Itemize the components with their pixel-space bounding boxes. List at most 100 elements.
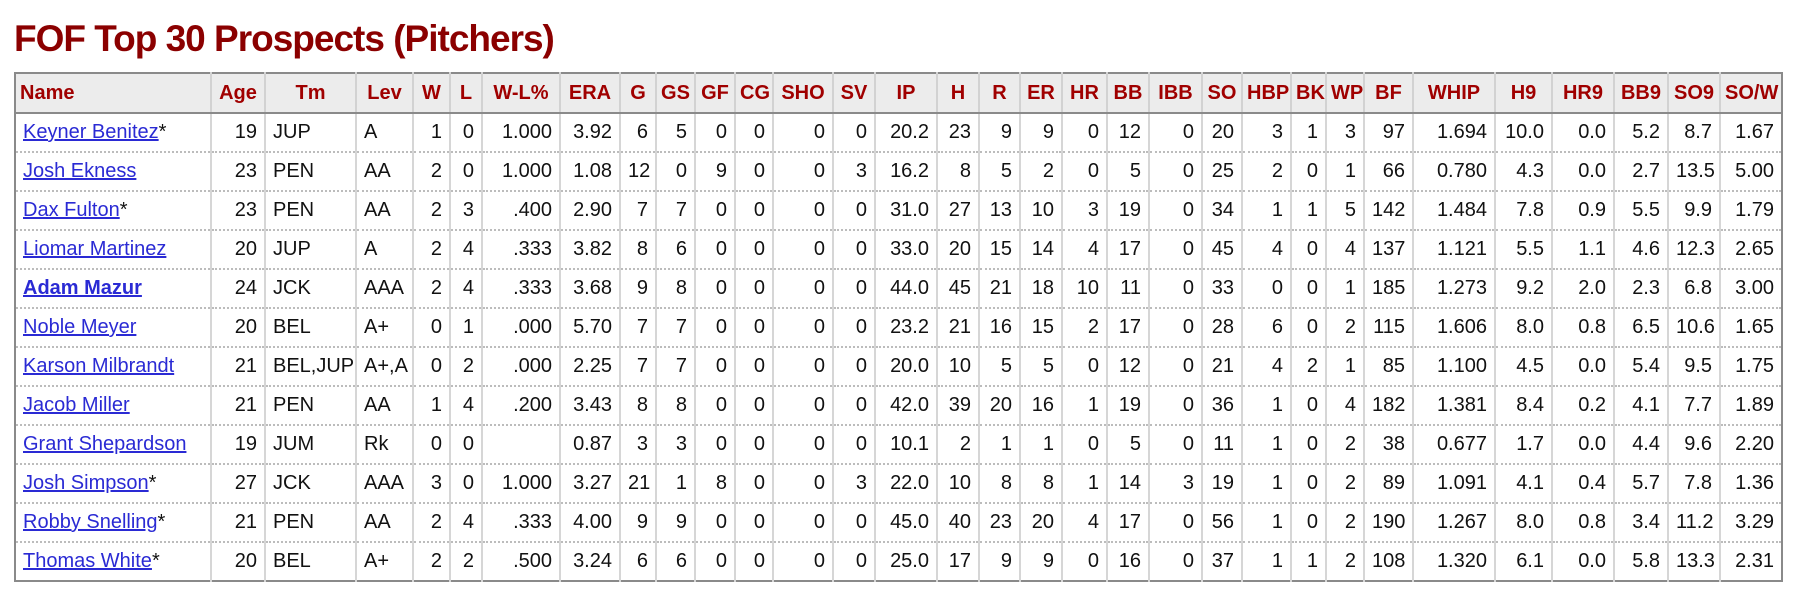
column-header-so9: SO9 [1667, 73, 1720, 114]
cell-whip: 1.267 [1412, 502, 1495, 542]
cell-sho: 0 [772, 112, 833, 152]
column-header-w: W [412, 73, 450, 114]
player-link[interactable]: Dax Fulton [23, 199, 120, 221]
column-header-ibb: IBB [1148, 73, 1202, 114]
cell-l: 1 [449, 307, 482, 347]
cell-so9: 13.5 [1667, 151, 1720, 191]
cell-h: 10 [936, 346, 979, 386]
cell-h9: 4.3 [1494, 151, 1552, 191]
player-link[interactable]: Karson Milbrandt [23, 355, 175, 377]
cell-cg: 0 [734, 424, 773, 464]
cell-so: 36 [1201, 385, 1242, 425]
cell-ibb: 0 [1148, 190, 1202, 230]
cell-tm: PEN [264, 190, 356, 230]
cell-ibb: 0 [1148, 307, 1202, 347]
table-row: Robby Snelling* 21 PEN AA 2 4.333 4.00 9 9 0 0 0 0 45… [15, 502, 1782, 542]
cell-so_w: 1.79 [1719, 190, 1782, 230]
player-link[interactable]: Liomar Martinez [23, 238, 167, 260]
cell-bb9: 2.3 [1613, 268, 1668, 308]
cell-h: 27 [936, 190, 979, 230]
cell-w: 1 [412, 112, 450, 152]
cell-cg: 0 [734, 346, 773, 386]
cell-ibb: 0 [1148, 112, 1202, 152]
cell-w: 2 [412, 268, 450, 308]
cell-er: 5 [1019, 346, 1062, 386]
cell-hr9: 0.4 [1551, 463, 1614, 503]
cell-so: 19 [1201, 463, 1242, 503]
player-name-suffix: * [151, 550, 160, 572]
cell-hr: 1 [1061, 463, 1107, 503]
player-link[interactable]: Grant Shepardson [23, 433, 187, 455]
cell-wp: 2 [1325, 307, 1364, 347]
cell-so9: 12.3 [1667, 229, 1720, 269]
player-link[interactable]: Jacob Miller [23, 394, 130, 416]
cell-ip: 10.1 [874, 424, 937, 464]
player-name-suffix: * [148, 472, 157, 494]
cell-bb: 14 [1106, 463, 1149, 503]
cell-r: 8 [978, 463, 1020, 503]
cell-gs: 9 [655, 502, 695, 542]
cell-l: 3 [449, 190, 482, 230]
cell-so_w: 1.67 [1719, 112, 1782, 152]
cell-name: Dax Fulton* [15, 190, 211, 230]
player-link[interactable]: Thomas White [23, 550, 152, 572]
cell-so9: 9.5 [1667, 346, 1720, 386]
cell-era: 2.25 [559, 346, 620, 386]
player-name-suffix: * [157, 511, 166, 533]
player-link[interactable]: Noble Meyer [23, 316, 137, 338]
cell-so9: 13.3 [1667, 541, 1720, 581]
cell-wl_pct: .500 [481, 541, 560, 581]
column-header-sho: SHO [772, 73, 833, 114]
cell-sho: 0 [772, 502, 833, 542]
cell-r: 5 [978, 151, 1020, 191]
cell-hbp: 2 [1241, 151, 1291, 191]
cell-tm: BEL,JUP [264, 346, 356, 386]
cell-lev: A [355, 229, 413, 269]
cell-tm: BEL [264, 541, 356, 581]
cell-age: 23 [210, 190, 265, 230]
cell-wl_pct: .200 [481, 385, 560, 425]
column-header-lev: Lev [355, 73, 413, 114]
player-link[interactable]: Keyner Benitez [23, 121, 159, 143]
cell-so: 11 [1201, 424, 1242, 464]
cell-ibb: 0 [1148, 541, 1202, 581]
cell-l: 2 [449, 346, 482, 386]
cell-lev: AA [355, 151, 413, 191]
cell-name: Karson Milbrandt [15, 346, 211, 386]
cell-h: 40 [936, 502, 979, 542]
cell-whip: 1.100 [1412, 346, 1495, 386]
column-header-name: Name [15, 73, 211, 114]
cell-w: 2 [412, 151, 450, 191]
cell-hr9: 1.1 [1551, 229, 1614, 269]
cell-ip: 20.2 [874, 112, 937, 152]
cell-gs: 5 [655, 112, 695, 152]
cell-name: Josh Simpson* [15, 463, 211, 503]
table-row: Josh Simpson* 27 JCK AAA 3 0 1.000 3.27 21 1 8 0 0 3 2… [15, 463, 1782, 503]
cell-gs: 1 [655, 463, 695, 503]
cell-era: 3.82 [559, 229, 620, 269]
cell-h9: 9.2 [1494, 268, 1552, 308]
cell-sv: 3 [832, 463, 875, 503]
player-link[interactable]: Robby Snelling [23, 511, 158, 533]
cell-bb: 17 [1106, 229, 1149, 269]
cell-r: 16 [978, 307, 1020, 347]
cell-er: 10 [1019, 190, 1062, 230]
cell-bb9: 4.6 [1613, 229, 1668, 269]
cell-bb9: 2.7 [1613, 151, 1668, 191]
cell-er: 8 [1019, 463, 1062, 503]
cell-gs: 0 [655, 151, 695, 191]
cell-wp: 4 [1325, 385, 1364, 425]
cell-so9: 10.6 [1667, 307, 1720, 347]
cell-lev: AA [355, 385, 413, 425]
cell-h: 39 [936, 385, 979, 425]
cell-wl_pct: .333 [481, 268, 560, 308]
player-link[interactable]: Adam Mazur [23, 277, 142, 299]
cell-h9: 8.4 [1494, 385, 1552, 425]
cell-sho: 0 [772, 463, 833, 503]
cell-gf: 0 [694, 307, 735, 347]
player-link[interactable]: Josh Ekness [23, 160, 137, 182]
cell-g: 9 [619, 268, 656, 308]
player-link[interactable]: Josh Simpson [23, 472, 149, 494]
cell-bb: 19 [1106, 190, 1149, 230]
cell-bk: 1 [1290, 541, 1326, 581]
